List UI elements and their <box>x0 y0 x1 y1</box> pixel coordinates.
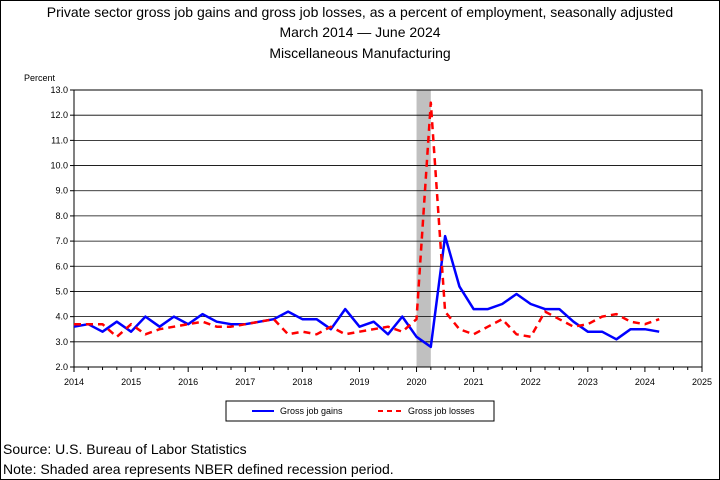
y-tick-label: 8.0 <box>55 211 68 221</box>
y-tick-label: 7.0 <box>55 236 68 246</box>
x-tick-label: 2020 <box>407 377 427 387</box>
x-tick-label: 2017 <box>235 377 255 387</box>
legend-gains-label: Gross job gains <box>280 406 343 416</box>
series-losses-line <box>74 101 660 339</box>
y-axis: 2.0 3.0 4.0 5.0 6.0 7.0 8.0 9.0 10.0 11.0 12.0 13.0 <box>50 85 74 372</box>
y-tick-label: 11.0 <box>51 135 68 145</box>
x-tick-label: 2022 <box>521 377 541 387</box>
legend-box <box>225 400 495 422</box>
y-tick-label: 4.0 <box>55 312 68 322</box>
recession-note: Note: Shaded area represents NBER define… <box>3 461 394 477</box>
source-note: Source: U.S. Bureau of Labor Statistics <box>3 441 247 457</box>
x-tick-label: 2023 <box>578 377 598 387</box>
y-tick-label: 3.0 <box>55 337 68 347</box>
x-tick-label: 2016 <box>178 377 198 387</box>
x-tick-label: 2025 <box>692 377 712 387</box>
series-layer <box>73 101 660 349</box>
chart-title: Private sector gross job gains and gross… <box>46 4 674 20</box>
y-tick-label: 12.0 <box>50 110 68 120</box>
y-axis-label: Percent <box>24 73 56 83</box>
y-tick-label: 9.0 <box>55 186 68 196</box>
x-tick-label: 2024 <box>635 377 655 387</box>
plot-border <box>73 89 703 368</box>
y-tick-label: 6.0 <box>55 261 68 271</box>
x-tick-label: 2021 <box>464 377 484 387</box>
x-tick-label: 2018 <box>292 377 312 387</box>
x-axis: 2014 2015 2016 2017 2018 2019 2020 2021 2022 2023… <box>64 367 712 387</box>
y-tick-label: 10.0 <box>50 161 68 171</box>
legend: Gross job gains Gross job losses <box>225 400 495 422</box>
legend-losses-label: Gross job losses <box>408 406 475 416</box>
grid-layer <box>74 114 702 343</box>
y-tick-label: 5.0 <box>55 286 68 296</box>
x-tick-label: 2015 <box>121 377 141 387</box>
series-gains-line <box>73 234 660 349</box>
x-tick-label: 2014 <box>64 377 84 387</box>
recession-band <box>416 90 431 367</box>
y-tick-label: 13.0 <box>50 85 68 95</box>
y-tick-label: 2.0 <box>55 362 68 372</box>
x-tick-label: 2019 <box>349 377 369 387</box>
recession-layer <box>416 90 431 367</box>
chart-industry: Miscellaneous Manufacturing <box>269 45 451 61</box>
chart-date-range: March 2014 — June 2024 <box>279 24 441 40</box>
